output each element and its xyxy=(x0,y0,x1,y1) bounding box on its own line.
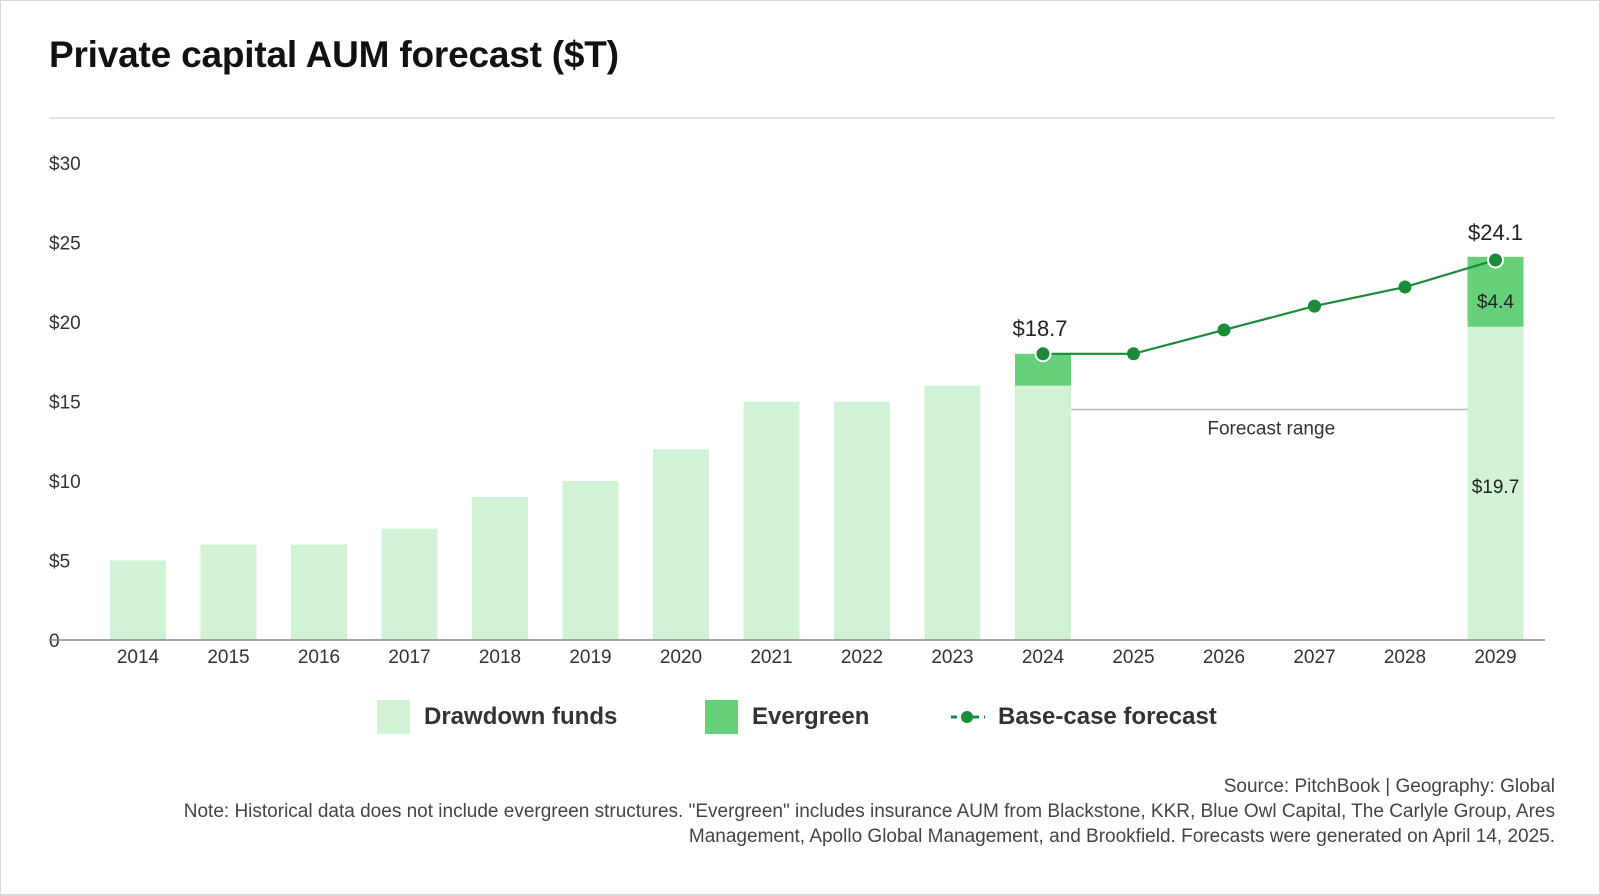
bar-drawdown xyxy=(110,560,166,640)
data-label-2024-total: $18.7 xyxy=(1012,316,1067,341)
note-line-1: Note: Historical data does not include e… xyxy=(183,801,1555,822)
source-text: Source: PitchBook | Geography: Global xyxy=(1223,776,1555,797)
y-tick-label: $30 xyxy=(49,154,81,175)
title-divider xyxy=(49,117,1555,119)
x-tick-label: 2019 xyxy=(569,647,611,668)
x-tick-label: 2029 xyxy=(1474,647,1516,668)
x-tick-label: 2022 xyxy=(841,647,883,668)
x-tick-label: 2014 xyxy=(117,647,160,668)
y-tick-label: $15 xyxy=(49,393,81,414)
chart-title: Private capital AUM forecast ($T) xyxy=(49,34,619,75)
legend-swatch-evergreen xyxy=(705,700,738,734)
bar-drawdown xyxy=(924,385,981,640)
x-tick-label: 2025 xyxy=(1112,647,1154,668)
legend-label-drawdown: Drawdown funds xyxy=(424,703,618,730)
bar-drawdown xyxy=(834,401,890,640)
legend-label-forecast: Base-case forecast xyxy=(998,703,1217,730)
data-label-2029-drawdown: $19.7 xyxy=(1472,477,1520,498)
x-tick-label: 2018 xyxy=(479,647,521,668)
forecast-line xyxy=(1043,258,1496,355)
forecast-point xyxy=(1398,280,1412,294)
forecast-point xyxy=(1217,323,1231,337)
legend-item-drawdown: Drawdown funds xyxy=(377,700,617,734)
forecast-point xyxy=(1034,345,1052,363)
bar-drawdown xyxy=(200,544,257,640)
bar-drawdown xyxy=(562,481,619,640)
chart-footer: Source: PitchBook | Geography: Global No… xyxy=(75,774,1555,849)
legend-forecast-marker-icon xyxy=(951,711,985,723)
bar-drawdown xyxy=(1015,385,1071,640)
note-line-2: Management, Apollo Global Management, an… xyxy=(688,826,1555,847)
bar-drawdown xyxy=(381,528,438,640)
bar-drawdown xyxy=(653,449,709,640)
legend: Drawdown funds Evergreen Base-case forec… xyxy=(0,700,1600,740)
bar-drawdown xyxy=(291,544,347,640)
forecast-point xyxy=(1127,347,1140,361)
y-tick-label: 0 xyxy=(49,631,60,652)
x-tick-label: 2020 xyxy=(660,647,702,668)
x-tick-label: 2024 xyxy=(1022,647,1065,668)
legend-label-evergreen: Evergreen xyxy=(752,703,870,730)
legend-item-forecast: Base-case forecast xyxy=(950,700,1217,734)
forecast-point xyxy=(1308,299,1321,313)
x-tick-label: 2027 xyxy=(1293,647,1335,668)
x-tick-label: 2023 xyxy=(931,647,973,668)
x-tick-label: 2026 xyxy=(1203,647,1245,668)
legend-swatch-drawdown xyxy=(377,700,410,734)
legend-item-evergreen: Evergreen xyxy=(705,700,869,734)
data-label-2029-evergreen: $4.4 xyxy=(1477,292,1514,313)
data-label-2029-total: $24.1 xyxy=(1468,220,1523,245)
x-tick-label: 2016 xyxy=(298,647,340,668)
forecast-point xyxy=(1487,251,1504,269)
y-tick-label: $10 xyxy=(49,472,81,493)
chart-svg: 0 $5 $10 $15 $20 $25 $30 2014 2015 2016 2017 2018 20… xyxy=(49,154,1545,668)
bar-drawdown xyxy=(472,496,528,640)
bar-drawdown xyxy=(743,401,800,640)
x-tick-label: 2015 xyxy=(207,647,249,668)
forecast-range-label: Forecast range xyxy=(1207,418,1335,439)
y-tick-label: $25 xyxy=(49,234,81,255)
x-tick-label: 2021 xyxy=(750,647,792,668)
x-tick-label: 2017 xyxy=(388,647,430,668)
x-tick-label: 2028 xyxy=(1384,647,1426,668)
bar-drawdown xyxy=(1467,326,1524,640)
y-tick-label: $20 xyxy=(49,313,81,334)
y-tick-label: $5 xyxy=(49,552,70,573)
